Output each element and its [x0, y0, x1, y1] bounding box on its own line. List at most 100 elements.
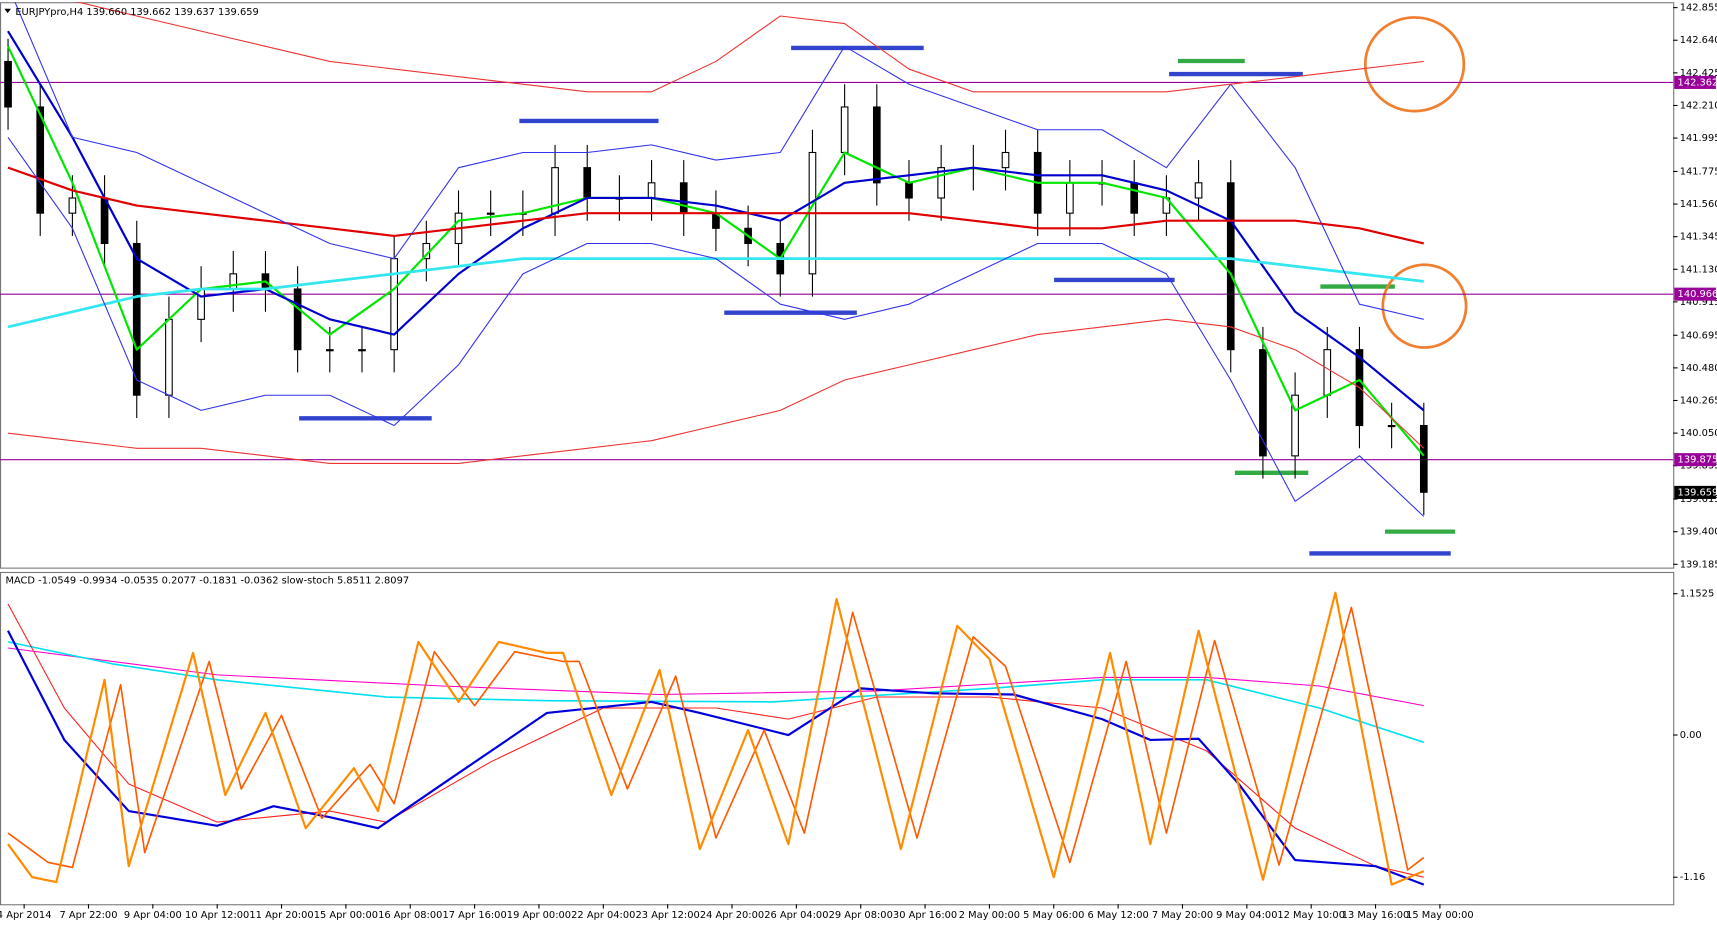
indicator-line [7, 641, 1425, 744]
y-tick-label: 139.615 [1680, 494, 1717, 505]
highlight-circle [1363, 16, 1466, 113]
y-tick-label: 140.050 [1680, 428, 1717, 439]
price-plot [0, 2, 1674, 556]
candle-body [197, 288, 205, 320]
candle-body [4, 60, 12, 108]
candle-body [1387, 424, 1396, 428]
y-tick-label: 141.345 [1680, 232, 1717, 243]
price-label: 139.659 [1678, 487, 1717, 498]
indicator-line [7, 606, 1425, 871]
y-tick-label: 139.185 [1680, 559, 1717, 570]
x-tick-label: 7 May 20:00 [1152, 910, 1213, 921]
x-tick-label: 17 Apr 16:00 [442, 910, 506, 921]
y-tick-label: 141.560 [1680, 199, 1717, 210]
x-tick-label: 5 May 06:00 [1023, 910, 1084, 921]
candle-body [165, 318, 173, 396]
level-label-box [1674, 75, 1716, 89]
candle-body [36, 106, 45, 214]
candle-body [68, 197, 77, 214]
x-tick-label: 30 Apr 16:00 [893, 910, 957, 921]
indicator-plot [7, 591, 1425, 886]
highlight-circle [1381, 263, 1468, 349]
axes: 142.855 142.640 142.425 142.210 141.995 141.7… [0, 3, 1717, 921]
y-tick-label: 0.00 [1680, 730, 1702, 741]
indicator-line [14, 2, 1424, 320]
candle-body [937, 167, 945, 199]
price-pane [0, 2, 1675, 569]
indicator-line [7, 30, 1425, 412]
title-marker [4, 8, 11, 14]
x-tick-label: 11 Apr 20:00 [249, 910, 313, 921]
indicator-line [76, 2, 1424, 93]
y-tick-label: 140.695 [1680, 330, 1717, 341]
y-tick-label: 139.400 [1680, 527, 1717, 538]
x-tick-label: 7 Apr 22:00 [59, 910, 117, 921]
y-tick-label: 142.210 [1680, 100, 1717, 111]
indicator-line [7, 136, 1425, 517]
candle-body [1226, 182, 1235, 351]
candle-body [679, 182, 688, 214]
candle-body [905, 182, 913, 199]
candle-body [1130, 182, 1139, 214]
candle-body [647, 182, 656, 199]
indicator-line [7, 647, 1424, 707]
candle-body [325, 349, 334, 352]
candle-body [1419, 424, 1428, 493]
y-tick-label: 141.775 [1680, 166, 1717, 177]
y-tick-label: -1.16 [1680, 872, 1706, 883]
candle-body [229, 273, 238, 290]
x-tick-label: 15 May 00:00 [1406, 910, 1474, 921]
level-label: 140.966 [1678, 289, 1717, 300]
indicator-line [7, 630, 1425, 886]
chart-title: EURJPYpro,H4 139.660 139.662 139.637 139… [15, 7, 258, 18]
y-tick-label: 140.480 [1680, 363, 1717, 374]
annotations [299, 16, 1468, 556]
y-tick-label: 1.1525 [1680, 589, 1714, 600]
level-label: 142.362 [1678, 77, 1717, 88]
level-label-box [1674, 453, 1716, 467]
indicator-line [7, 591, 1425, 886]
x-tick-label: 12 May 10:00 [1277, 910, 1345, 921]
x-tick-label: 16 Apr 08:00 [378, 910, 442, 921]
y-tick-label: 141.130 [1680, 264, 1717, 275]
x-tick-label: 29 Apr 08:00 [829, 910, 893, 921]
candle-body [486, 212, 495, 215]
candle-body [583, 167, 592, 199]
x-tick-label: 9 Apr 04:00 [124, 910, 182, 921]
y-tick-label: 142.425 [1680, 68, 1717, 79]
x-tick-label: 9 May 04:00 [1216, 910, 1277, 921]
candle-body [293, 288, 302, 351]
y-tick-label: 142.855 [1680, 3, 1717, 14]
candle-body [1259, 349, 1267, 457]
y-tick-label: 140.265 [1680, 396, 1717, 407]
y-tick-label: 142.640 [1680, 35, 1717, 46]
y-tick-label: 141.995 [1680, 133, 1717, 144]
candle-body [358, 349, 366, 352]
price-label-box [1674, 485, 1716, 499]
candle-body [872, 106, 881, 184]
level-label: 139.875 [1678, 455, 1717, 466]
candle-body [1194, 182, 1203, 199]
y-tick-label: 140.915 [1680, 297, 1717, 308]
candle-body [1066, 182, 1074, 214]
x-tick-label: 22 Apr 04:00 [571, 910, 635, 921]
indicator-title: MACD -1.0549 -0.9934 -0.0535 0.2077 -0.1… [5, 576, 409, 587]
x-tick-label: 19 Apr 00:00 [507, 910, 571, 921]
x-tick-label: 15 Apr 00:00 [314, 910, 378, 921]
y-tick-label: 139.835 [1680, 461, 1717, 472]
x-tick-label: 23 Apr 12:00 [636, 910, 700, 921]
indicator-line [7, 166, 1425, 245]
x-tick-label: 26 Apr 04:00 [764, 910, 828, 921]
candle-body [132, 242, 141, 396]
x-tick-label: 24 Apr 20:00 [700, 910, 764, 921]
x-tick-label: 2 May 00:00 [959, 910, 1020, 921]
candle-body [1291, 394, 1299, 457]
indicator-line [7, 318, 1425, 464]
candle-body [840, 106, 849, 154]
x-tick-label: 6 May 12:00 [1087, 910, 1148, 921]
candle-body [1323, 349, 1332, 396]
candle-body [1001, 151, 1010, 169]
